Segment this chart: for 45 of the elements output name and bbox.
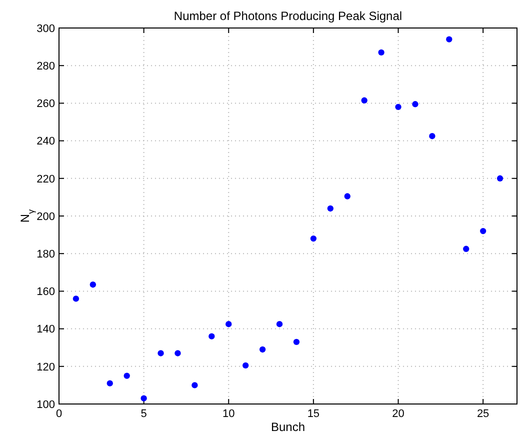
point bbox=[395, 104, 402, 110]
chart-title: Number of Photons Producing Peak Signal bbox=[174, 9, 402, 23]
y-tick-label: 280 bbox=[36, 60, 55, 72]
point bbox=[463, 246, 470, 252]
y-tick-label: 140 bbox=[36, 324, 55, 336]
y-tick-label: 260 bbox=[36, 98, 55, 110]
point bbox=[158, 350, 164, 356]
point bbox=[106, 380, 113, 386]
point bbox=[446, 36, 452, 42]
point bbox=[140, 395, 147, 402]
point bbox=[192, 382, 198, 388]
point bbox=[208, 333, 215, 340]
x-tick-label: 10 bbox=[222, 408, 235, 420]
y-tick-label: 220 bbox=[36, 173, 55, 186]
y-tick-label: 160 bbox=[36, 286, 55, 298]
point bbox=[378, 49, 384, 56]
point bbox=[124, 372, 130, 379]
point bbox=[496, 175, 504, 182]
y-tick-label: 200 bbox=[36, 210, 55, 223]
point bbox=[310, 235, 317, 242]
point bbox=[412, 101, 418, 108]
x-axis-title: Bunch bbox=[270, 420, 306, 434]
y-tick-label: 240 bbox=[36, 136, 55, 148]
point bbox=[174, 350, 181, 356]
point bbox=[226, 321, 232, 328]
y-tick-label: 100 bbox=[36, 398, 55, 411]
point bbox=[327, 205, 334, 212]
point bbox=[72, 296, 80, 302]
point bbox=[242, 362, 249, 369]
point bbox=[90, 282, 96, 288]
point bbox=[344, 193, 350, 200]
point bbox=[276, 321, 283, 328]
x-tick-label: 5 bbox=[140, 408, 147, 420]
x-tick-label: 15 bbox=[307, 408, 320, 420]
point bbox=[293, 338, 300, 346]
y-tick-label: 300 bbox=[36, 22, 55, 35]
point bbox=[259, 346, 266, 353]
point bbox=[480, 228, 486, 234]
x-tick-label: 20 bbox=[392, 408, 404, 420]
x-tick-label: 0 bbox=[56, 408, 62, 420]
point bbox=[361, 97, 368, 104]
y-tick-label: 180 bbox=[36, 248, 55, 260]
x-tick-label: 25 bbox=[476, 408, 490, 420]
y-tick-label: 120 bbox=[36, 361, 55, 374]
point bbox=[429, 133, 436, 140]
